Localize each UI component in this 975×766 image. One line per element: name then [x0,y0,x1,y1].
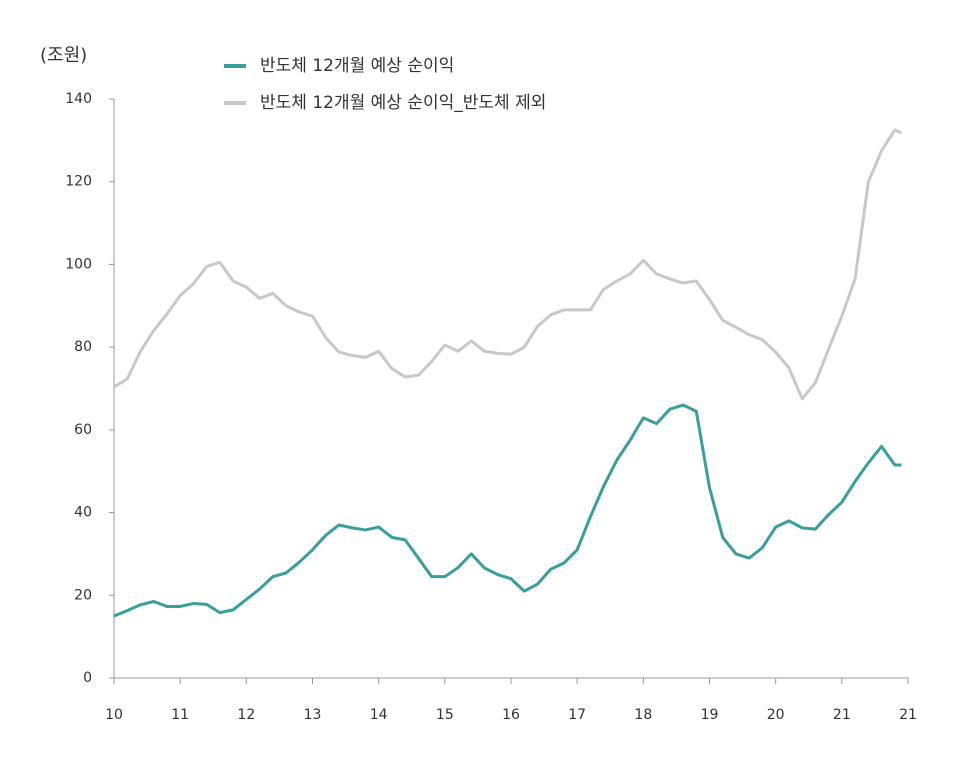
y-tick-label: 0 [83,670,92,686]
x-tick-label: 13 [304,707,322,723]
y-tick-label: 120 [65,174,92,190]
y-tick-label: 40 [74,505,92,521]
x-tick-label: 20 [767,707,785,723]
x-tick-label: 10 [105,707,123,723]
x-tick-label: 17 [568,707,586,723]
x-tick-label: 21 [833,707,851,723]
y-tick-label: 20 [74,587,92,603]
x-tick-label: 12 [237,707,255,723]
legend-label: 반도체 12개월 예상 순이익_반도체 제외 [260,93,546,113]
x-tick-label: 21 [899,707,917,723]
y-tick-label: 80 [74,339,92,355]
y-axis-label: (조원) [40,45,87,66]
legend-label: 반도체 12개월 예상 순이익 [260,56,454,76]
x-tick-label: 18 [634,707,652,723]
x-tick-label: 11 [171,707,189,723]
y-tick-label: 100 [65,256,92,272]
x-tick-label: 16 [502,707,520,723]
y-tick-label: 140 [65,91,92,107]
x-tick-label: 14 [370,707,388,723]
x-tick-label: 19 [701,707,719,723]
y-tick-label: 60 [74,422,92,438]
x-tick-label: 15 [436,707,454,723]
line-series [113,128,902,401]
line-series [113,403,902,618]
